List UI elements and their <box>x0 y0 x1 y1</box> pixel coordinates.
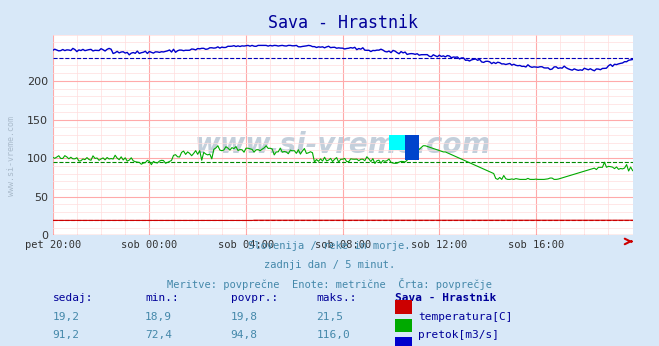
Text: 19,2: 19,2 <box>53 312 80 322</box>
FancyBboxPatch shape <box>395 319 412 332</box>
Text: pretok[m3/s]: pretok[m3/s] <box>418 330 500 340</box>
Text: 116,0: 116,0 <box>316 330 350 340</box>
FancyBboxPatch shape <box>395 300 412 313</box>
Text: Meritve: povprečne  Enote: metrične  Črta: povprečje: Meritve: povprečne Enote: metrične Črta:… <box>167 277 492 290</box>
Text: povpr.:: povpr.: <box>231 293 278 303</box>
Text: 21,5: 21,5 <box>316 312 343 322</box>
Text: Slovenija / reke in morje.: Slovenija / reke in morje. <box>248 242 411 251</box>
Text: sedaj:: sedaj: <box>53 293 93 303</box>
Text: Sava - Hrastnik: Sava - Hrastnik <box>395 293 497 303</box>
FancyBboxPatch shape <box>389 135 419 151</box>
Title: Sava - Hrastnik: Sava - Hrastnik <box>268 13 418 31</box>
Text: 91,2: 91,2 <box>53 330 80 340</box>
Text: 72,4: 72,4 <box>145 330 172 340</box>
FancyBboxPatch shape <box>395 337 412 346</box>
FancyBboxPatch shape <box>405 135 419 160</box>
Text: 94,8: 94,8 <box>231 330 258 340</box>
Text: min.:: min.: <box>145 293 179 303</box>
FancyBboxPatch shape <box>389 135 405 151</box>
Text: maks.:: maks.: <box>316 293 357 303</box>
Text: www.si-vreme.com: www.si-vreme.com <box>194 131 491 159</box>
Text: www.si-vreme.com: www.si-vreme.com <box>7 116 16 196</box>
Text: 19,8: 19,8 <box>231 312 258 322</box>
Text: 18,9: 18,9 <box>145 312 172 322</box>
Text: temperatura[C]: temperatura[C] <box>418 312 513 322</box>
Text: zadnji dan / 5 minut.: zadnji dan / 5 minut. <box>264 260 395 270</box>
